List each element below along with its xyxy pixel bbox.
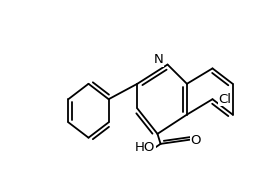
Text: N: N — [153, 53, 163, 66]
Text: HO: HO — [135, 141, 155, 154]
Text: Cl: Cl — [219, 93, 232, 106]
Text: O: O — [190, 134, 201, 147]
